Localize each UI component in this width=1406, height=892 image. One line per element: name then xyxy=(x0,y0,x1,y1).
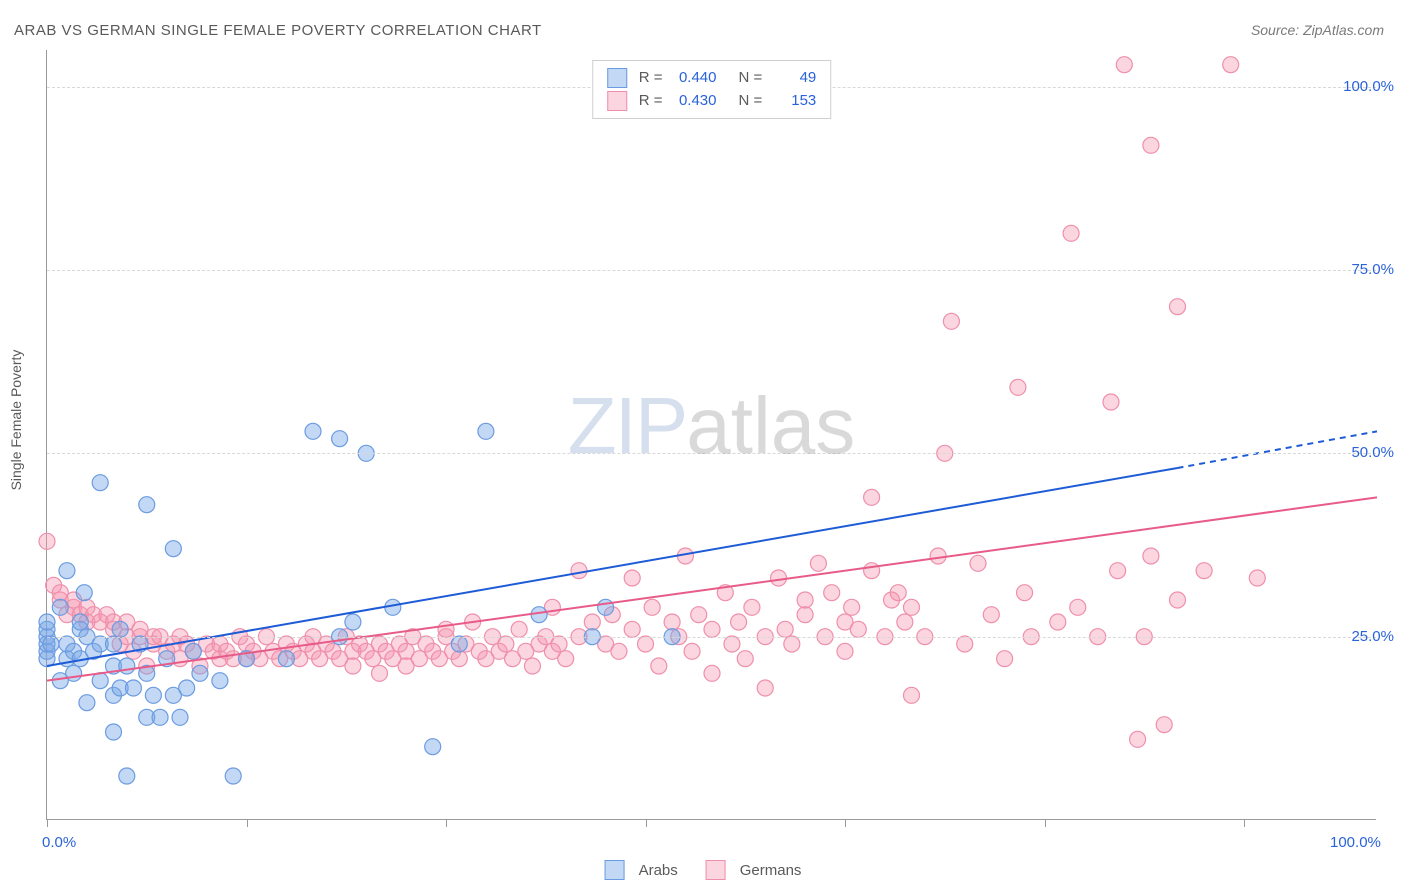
legend-item-germans: Germans xyxy=(706,860,802,880)
scatter-svg xyxy=(47,50,1376,819)
y-tick-100: 100.0% xyxy=(1343,78,1394,95)
y-tick-50: 50.0% xyxy=(1351,444,1394,461)
correlation-legend-row-germans: R = 0.430 N = 153 xyxy=(607,90,817,113)
x-tick-mark xyxy=(845,819,846,827)
source-attribution: Source: ZipAtlas.com xyxy=(1251,22,1384,38)
gridline xyxy=(47,637,1376,638)
n-label: N = xyxy=(739,67,763,90)
x-tick-100: 100.0% xyxy=(1330,834,1381,851)
n-value-arabs: 49 xyxy=(768,67,816,90)
y-tick-75: 75.0% xyxy=(1351,261,1394,278)
correlation-legend-row-arabs: R = 0.440 N = 49 xyxy=(607,67,817,90)
swatch-germans-bottom xyxy=(706,860,726,880)
x-tick-mark xyxy=(47,819,48,827)
r-value-arabs: 0.440 xyxy=(669,67,717,90)
legend-label-arabs: Arabs xyxy=(639,862,678,879)
r-label: R = xyxy=(639,90,663,113)
x-tick-mark xyxy=(1045,819,1046,827)
n-value-germans: 153 xyxy=(768,90,816,113)
x-tick-mark xyxy=(1244,819,1245,827)
r-label: R = xyxy=(639,67,663,90)
swatch-germans xyxy=(607,91,627,111)
y-tick-25: 25.0% xyxy=(1351,628,1394,645)
chart-title: ARAB VS GERMAN SINGLE FEMALE POVERTY COR… xyxy=(14,22,542,39)
correlation-legend: R = 0.440 N = 49 R = 0.430 N = 153 xyxy=(592,60,832,119)
gridline xyxy=(47,453,1376,454)
r-value-germans: 0.430 xyxy=(669,90,717,113)
y-axis-label: Single Female Poverty xyxy=(8,350,24,491)
n-label: N = xyxy=(739,90,763,113)
x-tick-mark xyxy=(446,819,447,827)
x-tick-mark xyxy=(646,819,647,827)
plot-area: ZIPatlas R = 0.440 N = 49 R = 0.430 N = … xyxy=(46,50,1376,820)
swatch-arabs-bottom xyxy=(605,860,625,880)
legend-item-arabs: Arabs xyxy=(605,860,678,880)
gridline xyxy=(47,270,1376,271)
swatch-arabs xyxy=(607,68,627,88)
series-legend: Arabs Germans xyxy=(605,860,802,880)
x-tick-0: 0.0% xyxy=(42,834,76,851)
x-tick-mark xyxy=(247,819,248,827)
legend-label-germans: Germans xyxy=(740,862,802,879)
